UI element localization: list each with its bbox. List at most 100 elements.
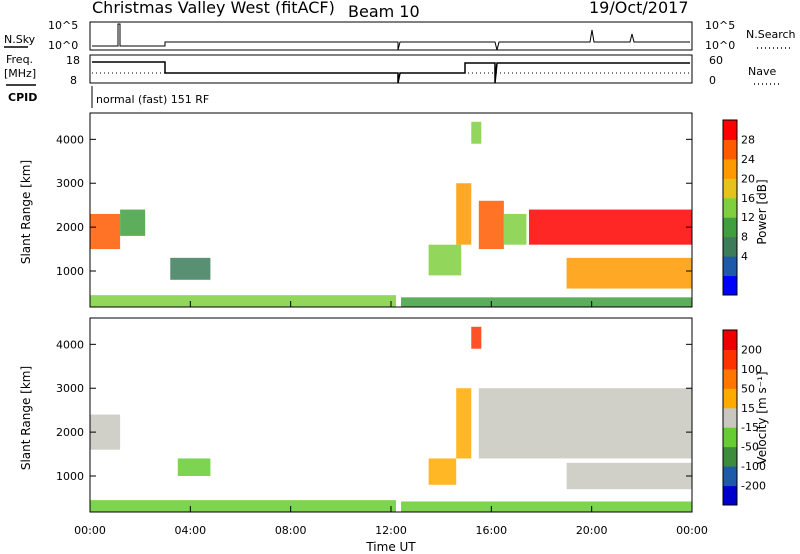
- freq-tick-top: 18: [66, 54, 80, 67]
- colorbar-tick-label: 4: [741, 250, 748, 263]
- data-region: [401, 501, 692, 512]
- colorbar-tick-label: 8: [741, 231, 748, 244]
- colorbar-segment: [723, 217, 737, 238]
- colorbar-tick-label: -50: [741, 441, 759, 454]
- colorbar-segment: [723, 120, 737, 140]
- colorbar-frame: [722, 329, 738, 506]
- freq-unit: [MHz]: [4, 67, 36, 80]
- x-tick-label: 04:00: [174, 524, 206, 537]
- data-region: [478, 200, 504, 250]
- power-heatmap: [90, 121, 692, 307]
- data-region: [90, 213, 121, 250]
- cpid-label: CPID: [8, 91, 37, 104]
- velocity-colorbar: 200 100 50 15 -15 -50 -100 -200: [722, 329, 766, 506]
- data-region: [177, 458, 211, 477]
- colorbar-segment: [723, 446, 737, 467]
- velocity-colorbar-label: Velocity [m s⁻¹]: [755, 371, 769, 464]
- data-region: [120, 209, 146, 236]
- beam-label: Beam 10: [348, 2, 420, 21]
- colorbar-tick-label: 16: [741, 192, 755, 205]
- nsky-label: N.Sky: [4, 33, 36, 46]
- y-tick-label: 1000: [56, 470, 84, 483]
- station-title: Christmas Valley West (fitACF): [92, 0, 335, 17]
- cpid-value: normal (fast) 151 RF: [96, 93, 209, 106]
- date-label: 19/Oct/2017: [589, 0, 689, 17]
- colorbar-tick-label: 28: [741, 133, 755, 146]
- colorbar-segment: [723, 197, 737, 218]
- y-tick-label: 2000: [56, 221, 84, 234]
- colorbar-tick-label: 20: [741, 172, 755, 185]
- nsky-panel-frame: [89, 21, 693, 51]
- data-region: [401, 297, 692, 307]
- colorbar-segment: [723, 236, 737, 257]
- colorbar-segment: [723, 407, 737, 428]
- data-region: [471, 121, 482, 144]
- velocity-ylabel: Slant Range [km]: [19, 366, 33, 470]
- data-region: [503, 213, 527, 245]
- power-ylabel: Slant Range [km]: [19, 160, 33, 264]
- power-y-axis: 1000 2000 3000 4000: [56, 133, 692, 278]
- colorbar-tick-label: 12: [741, 211, 755, 224]
- data-region: [456, 388, 472, 459]
- colorbar-segment: [723, 158, 737, 179]
- nave-tick-top: 60: [709, 54, 723, 67]
- colorbar-tick-label: 200: [741, 343, 762, 356]
- colorbar-segment: [723, 427, 737, 448]
- velocity-heatmap: [90, 326, 692, 512]
- colorbar-segment: [723, 349, 737, 370]
- data-region: [478, 388, 692, 459]
- colorbar-segment: [723, 178, 737, 199]
- power-colorbar-label: Power [dB]: [755, 179, 769, 244]
- y-tick-label: 3000: [56, 382, 84, 395]
- colorbar-tick-label: -100: [741, 460, 766, 473]
- nsearch-tick-top: 10^5: [705, 19, 735, 32]
- colorbar-segment: [723, 139, 737, 160]
- nsearch-tick-bottom: 10^0: [705, 39, 735, 52]
- colorbar-segment: [723, 330, 737, 350]
- freq-label: Freq.: [6, 53, 33, 66]
- y-tick-label: 1000: [56, 265, 84, 278]
- data-region: [170, 257, 211, 280]
- colorbar-segment: [723, 275, 737, 296]
- data-region: [428, 458, 457, 485]
- x-tick-label: 00:00: [74, 524, 106, 537]
- x-tick-label: 20:00: [576, 524, 608, 537]
- y-tick-label: 4000: [56, 133, 84, 146]
- colorbar-tick-label: 24: [741, 153, 755, 166]
- colorbar-frame: [722, 119, 738, 296]
- y-tick-label: 3000: [56, 177, 84, 190]
- x-tick-label: 16:00: [475, 524, 507, 537]
- data-region: [566, 462, 692, 490]
- time-axis-label: Time UT: [365, 540, 416, 554]
- x-tick-label: 12:00: [375, 524, 407, 537]
- nsky-tick-top: 10^5: [48, 19, 78, 32]
- nsearch-label: N.Search: [746, 28, 796, 41]
- data-region: [456, 183, 472, 245]
- colorbar-segment: [723, 256, 737, 277]
- x-tick-label: 08:00: [275, 524, 307, 537]
- nave-label: Nave: [748, 65, 776, 78]
- colorbar-segment: [723, 368, 737, 389]
- colorbar-tick-label: -15: [741, 421, 759, 434]
- data-region: [471, 326, 482, 349]
- data-region: [528, 209, 692, 245]
- data-region: [90, 500, 397, 512]
- data-region: [90, 295, 397, 307]
- data-region: [566, 257, 692, 289]
- colorbar-tick-label: 100: [741, 363, 762, 376]
- colorbar-tick-label: 50: [741, 382, 755, 395]
- time-axis: 00:00 04:00 08:00 12:00 16:00 20:00 00:00: [74, 301, 708, 537]
- colorbar-tick-label: -200: [741, 480, 766, 493]
- velocity-y-axis: 1000 2000 3000 4000: [56, 338, 692, 483]
- colorbar-tick-label: 15: [741, 402, 755, 415]
- nsky-trace: [92, 23, 690, 51]
- data-region: [428, 244, 462, 276]
- y-tick-label: 2000: [56, 426, 84, 439]
- nave-tick-bottom: 0: [709, 74, 716, 87]
- freq-tick-bottom: 8: [70, 74, 77, 87]
- y-tick-label: 4000: [56, 338, 84, 351]
- power-colorbar: 28 24 20 16 12 8 4: [722, 119, 755, 296]
- x-tick-label: 00:00: [676, 524, 708, 537]
- colorbar-segment: [723, 388, 737, 409]
